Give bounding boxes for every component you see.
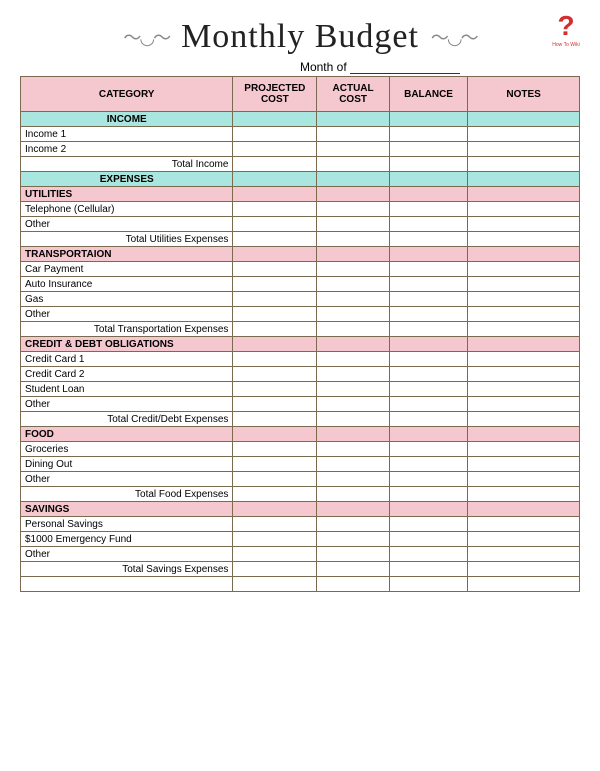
header-category: CATEGORY [21,77,233,112]
table-row: Other [21,217,580,232]
table-row: Other [21,472,580,487]
table-row: Personal Savings [21,517,580,532]
total-row: Total Utilities Expenses [21,232,580,247]
table-row: Other [21,307,580,322]
total-row: Total Savings Expenses [21,562,580,577]
title-row: 〜◡〜 Monthly Budget 〜◡〜 [20,18,580,56]
section-credit: CREDIT & DEBT OBLIGATIONS [21,337,233,352]
table-row: Income 2 [21,142,580,157]
table-row: Student Loan [21,382,580,397]
table-row: Income 1 [21,127,580,142]
header-row: CATEGORY PROJECTED COST ACTUAL COST BALA… [21,77,580,112]
table-row: Auto Insurance [21,277,580,292]
header-notes: NOTES [468,77,580,112]
table-row: $1000 Emergency Fund [21,532,580,547]
logo-mark: ? [557,12,574,40]
total-row: Total Credit/Debt Expenses [21,412,580,427]
section-income: INCOME [21,112,233,127]
month-row: Month of [20,60,580,74]
table-row: Dining Out [21,457,580,472]
table-row: Credit Card 1 [21,352,580,367]
table-row: Telephone (Cellular) [21,202,580,217]
header-projected: PROJECTED COST [233,77,317,112]
section-food: FOOD [21,427,233,442]
header-actual: ACTUAL COST [317,77,390,112]
section-utilities: UTILITIES [21,187,233,202]
section-expenses: EXPENSES [21,172,233,187]
header-balance: BALANCE [389,77,467,112]
budget-table: CATEGORY PROJECTED COST ACTUAL COST BALA… [20,76,580,592]
ornament-left: 〜◡〜 [123,24,169,50]
month-label: Month of [300,60,347,74]
table-row: Gas [21,292,580,307]
total-row: Total Food Expenses [21,487,580,502]
month-input-line[interactable] [350,73,460,74]
page-title: Monthly Budget [181,18,419,56]
table-row: Groceries [21,442,580,457]
table-row: Credit Card 2 [21,367,580,382]
table-row: Other [21,397,580,412]
total-row: Total Income [21,157,580,172]
table-row: Other [21,547,580,562]
total-row: Total Transportation Expenses [21,322,580,337]
table-row [21,577,580,592]
logo: ? How To Wiki [548,12,584,56]
section-savings: SAVINGS [21,502,233,517]
table-row: Car Payment [21,262,580,277]
logo-text: How To Wiki [552,42,579,48]
ornament-right: 〜◡〜 [431,24,477,50]
section-transportation: TRANSPORTAION [21,247,233,262]
